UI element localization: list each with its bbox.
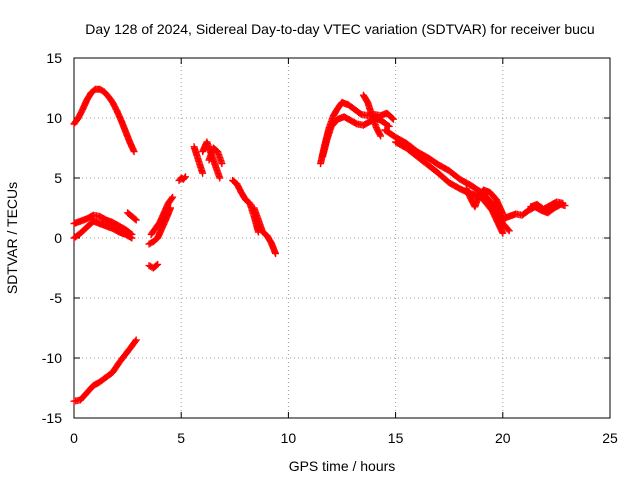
data-point <box>131 215 139 223</box>
data-point <box>128 234 136 242</box>
data-point <box>504 226 512 234</box>
x-tick-label: 10 <box>281 430 297 446</box>
x-tick-labels: 0 5 10 15 20 25 <box>70 430 618 446</box>
y-tick-label: 5 <box>54 170 62 186</box>
data-point <box>218 160 226 168</box>
y-tick-label: -5 <box>50 290 63 306</box>
chart-title: Day 128 of 2024, Sidereal Day-to-day VTE… <box>85 21 594 37</box>
data-point <box>169 193 177 201</box>
data-point <box>389 115 397 123</box>
y-tick-label: 15 <box>46 50 62 66</box>
x-tick-label: 25 <box>602 430 618 446</box>
x-axis-label: GPS time / hours <box>289 458 396 474</box>
x-tick-label: 5 <box>177 430 185 446</box>
data-point <box>199 169 207 177</box>
axis-ticks <box>73 57 611 419</box>
y-tick-label: 10 <box>46 110 62 126</box>
x-tick-label: 20 <box>495 430 511 446</box>
y-tick-labels: -15 -10 -5 0 5 10 15 <box>42 50 62 426</box>
data-series-sdtvar <box>70 85 569 405</box>
x-tick-label: 15 <box>388 430 404 446</box>
data-point <box>384 121 392 129</box>
data-point <box>181 173 189 181</box>
data-point <box>385 122 393 130</box>
x-tick-label: 0 <box>70 430 78 446</box>
data-point <box>388 114 396 122</box>
data-point <box>132 336 140 344</box>
y-tick-label: -15 <box>42 410 62 426</box>
data-point <box>154 260 162 268</box>
data-point <box>505 227 513 235</box>
data-point <box>127 233 135 241</box>
y-axis-label: SDTVAR / TECUs <box>4 182 20 294</box>
data-point <box>499 229 507 237</box>
data-point <box>153 261 161 269</box>
data-point <box>168 194 176 202</box>
data-point <box>216 174 224 182</box>
y-tick-label: -10 <box>42 350 62 366</box>
data-point <box>130 148 138 156</box>
data-point <box>132 216 140 224</box>
data-point <box>376 131 384 139</box>
data-point <box>272 250 280 258</box>
data-point <box>377 132 385 140</box>
data-point <box>180 174 188 182</box>
data-point <box>559 199 567 207</box>
data-point <box>131 337 139 345</box>
y-tick-label: 0 <box>54 230 62 246</box>
